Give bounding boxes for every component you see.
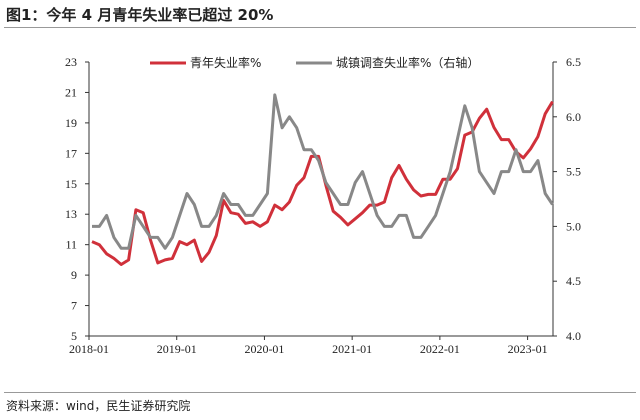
left-tick-label: 17 (65, 146, 77, 160)
left-tick-label: 5 (71, 329, 77, 343)
x-tick-label: 2019-01 (157, 342, 197, 356)
x-tick-label: 2018-01 (69, 342, 109, 356)
chart-title: 图1：今年 4 月青年失业率已超过 20% (6, 6, 274, 24)
left-tick-label: 9 (71, 268, 77, 282)
x-tick-label: 2022-01 (420, 342, 460, 356)
right-tick-label: 4.5 (566, 274, 581, 288)
source-divider (4, 392, 636, 393)
left-tick-label: 11 (65, 238, 77, 252)
right-tick-label: 4.0 (566, 329, 581, 343)
right-tick-label: 5.0 (566, 219, 581, 233)
legend-label-1: 青年失业率% (190, 55, 261, 70)
left-tick-label: 19 (65, 116, 77, 130)
right-tick-label: 6.5 (566, 55, 581, 69)
legend-label-2: 城镇调查失业率%（右轴） (336, 55, 479, 70)
source-note: 资料来源：wind，民生证券研究院 (6, 399, 191, 413)
left-tick-label: 21 (65, 85, 77, 99)
right-tick-label: 5.5 (566, 165, 581, 179)
left-tick-label: 23 (65, 55, 77, 69)
left-tick-label: 13 (65, 207, 77, 221)
title-divider (4, 27, 636, 28)
x-tick-label: 2020-01 (244, 342, 284, 356)
series-line-2 (92, 93, 554, 250)
left-tick-label: 7 (71, 299, 77, 313)
left-tick-label: 15 (65, 177, 77, 191)
x-tick-label: 2023-01 (508, 342, 548, 356)
x-tick-label: 2021-01 (332, 342, 372, 356)
right-tick-label: 6.0 (566, 110, 581, 124)
